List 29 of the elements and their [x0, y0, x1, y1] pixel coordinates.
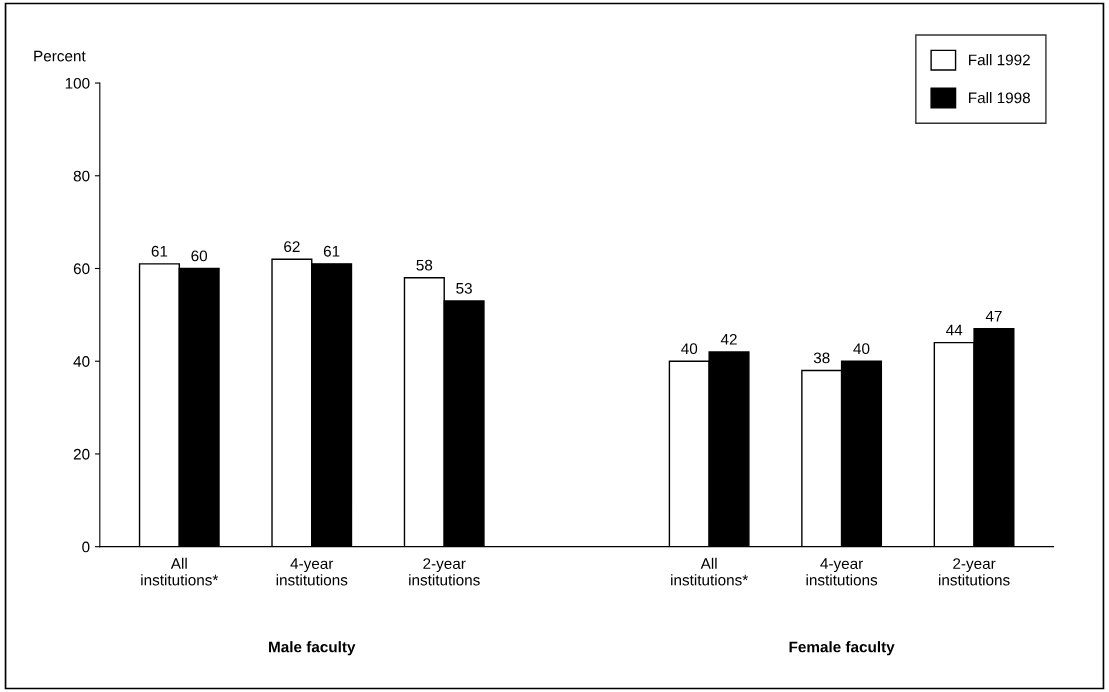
x-tick-label: 4-year institutions — [276, 558, 348, 586]
data-label: 40 — [681, 343, 698, 355]
data-label: 61 — [323, 245, 340, 257]
y-axis-title: Percent — [34, 50, 86, 62]
data-label: 61 — [151, 245, 168, 257]
y-tick-label: 40 — [73, 356, 90, 367]
text: Female faculty — [789, 641, 895, 656]
data-label: 53 — [456, 282, 472, 294]
y-tick-label: 0 — [82, 541, 90, 553]
x-tick-label: 2-year institutions — [939, 558, 1010, 586]
data-label: 42 — [720, 333, 737, 345]
data-label: 58 — [416, 259, 433, 271]
text: Male faculty — [269, 641, 356, 656]
y-tick-label: 20 — [73, 448, 90, 460]
x-tick-label: All institutions* — [671, 557, 748, 586]
legend-label: Fall 1992 — [969, 54, 1030, 66]
data-label: 40 — [853, 343, 870, 355]
data-label: 38 — [813, 352, 830, 364]
data-label: 62 — [284, 241, 300, 253]
y-tick-label: 60 — [73, 263, 90, 275]
x-tick-label: 2-year institutions — [409, 558, 480, 586]
y-tick-label: 80 — [73, 170, 90, 182]
data-label: 44 — [946, 324, 963, 336]
data-label: 47 — [985, 310, 1002, 322]
legend-label: Fall 1998 — [969, 92, 1030, 104]
data-label: 60 — [191, 250, 208, 262]
x-tick-label: 4-year institutions — [806, 558, 878, 586]
y-tick-label: 100 — [65, 77, 90, 89]
x-tick-label: All institutions* — [141, 557, 219, 586]
